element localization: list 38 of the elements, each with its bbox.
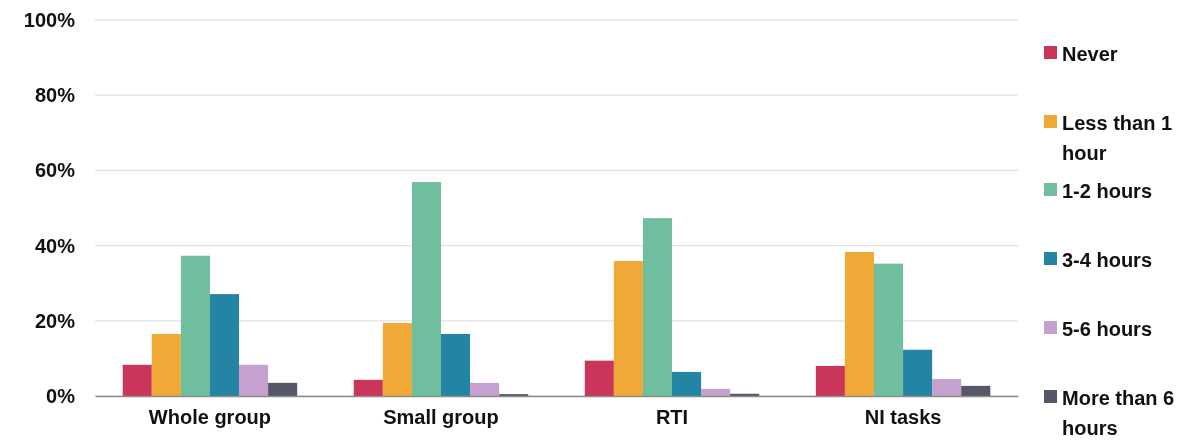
bar: [672, 371, 702, 396]
bar: [613, 261, 643, 396]
y-tick-label: 80%: [34, 84, 76, 107]
bar: [151, 333, 181, 396]
legend-label: 3-4 hours: [1062, 249, 1153, 271]
y-tick-label: 100%: [23, 8, 76, 31]
legend-label: 1-2 hours: [1062, 180, 1153, 202]
y-tick-label: 0%: [46, 384, 76, 407]
bar: [961, 385, 991, 396]
bar: [382, 323, 412, 396]
bar: [642, 218, 673, 396]
legend-label: More than 6 hours: [1062, 387, 1175, 439]
bar: [440, 333, 471, 396]
bar: [584, 360, 614, 396]
x-tick-label: NI tasks: [864, 406, 942, 429]
bar: [268, 382, 298, 396]
bar: [353, 379, 383, 396]
x-tick-label: Small group: [383, 406, 499, 429]
y-tick-label: 60%: [34, 159, 76, 182]
bar: [239, 364, 269, 396]
y-tick-label: 20%: [34, 309, 76, 332]
bar: [209, 294, 240, 396]
bar: [701, 388, 731, 396]
bar: [815, 365, 845, 396]
x-tick-label: RTI: [655, 406, 689, 429]
bar: [470, 382, 500, 396]
bar: [873, 263, 904, 396]
x-tick-label: Whole group: [148, 406, 272, 429]
bar: [180, 255, 210, 396]
bar: [411, 182, 441, 396]
legend-label: Never: [1062, 43, 1118, 65]
bar: [932, 379, 962, 396]
legend-label: 5-6 hours: [1062, 318, 1153, 340]
bar: [844, 251, 874, 396]
bar: [903, 349, 933, 396]
y-tick-label: 40%: [34, 234, 76, 257]
bar: [122, 364, 152, 396]
legend-label: Less than 1 hour: [1062, 112, 1173, 164]
